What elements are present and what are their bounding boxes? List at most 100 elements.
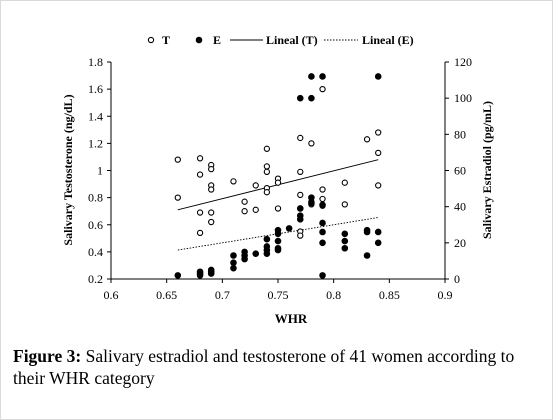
point-t [252,206,259,213]
point-e [319,272,326,279]
point-t [208,165,215,173]
figure-caption: Figure 3: Salivary estradiol and testost… [13,345,548,389]
y-left-tick-label: 0.2 [88,272,103,286]
point-t [252,182,259,189]
point-e [308,194,315,201]
point-e [285,225,293,232]
x-tick-label: 0.75 [268,288,289,302]
point-t [208,218,215,226]
point-e [341,244,349,252]
point-e [230,264,237,272]
caption-label: Figure 3: [13,346,82,366]
point-t [241,208,248,215]
point-t [319,195,326,203]
y-left-tick-label: 1.4 [88,109,103,123]
point-e [296,205,304,212]
point-e [274,246,282,254]
legend-label-lineal-t: Lineal (T) [266,33,318,47]
chart-legend: T E Lineal (T) Lineal (E) [147,33,414,47]
point-e [319,239,326,247]
trendline-e [177,217,379,251]
legend-marker-t [147,36,155,44]
point-e [241,255,248,263]
point-e [374,228,382,236]
point-e [374,73,382,80]
point-e [296,216,304,223]
y-left-tick-label: 0.8 [88,191,103,205]
point-t [375,129,382,136]
point-e [274,230,282,238]
y-right-tick-label: 60 [454,164,466,178]
point-t [196,209,204,216]
y-left-tick-label: 0.4 [88,245,103,259]
y-right-tick-label: 40 [454,200,466,214]
point-e [174,272,182,279]
point-t [174,194,181,201]
point-t [263,163,271,170]
data-points [174,73,382,279]
point-t [263,168,271,176]
point-t [297,134,304,142]
point-t [363,136,371,143]
point-t [319,186,326,193]
point-t [274,179,282,186]
legend-marker-e [195,36,203,44]
point-e [230,252,237,259]
point-e [308,94,315,102]
point-e [341,237,349,245]
point-e [296,94,304,102]
y-axis-left-label: Salivary Testosterone (ng/dL) [61,94,75,245]
point-e [363,228,371,236]
point-e [363,252,371,259]
point-t [341,201,348,208]
y-left-tick-label: 0.6 [88,218,103,232]
point-t [208,209,215,216]
point-t [174,156,181,163]
point-e [274,237,282,245]
y-left-tick-label: 1 [97,164,103,178]
y-right-tick-label: 100 [454,91,472,105]
point-t [341,179,348,186]
point-e [230,259,237,267]
y-right-tick-label: 20 [454,236,466,250]
point-t [196,171,204,178]
point-e [308,73,315,80]
point-t [319,85,326,93]
point-t [375,182,382,189]
point-t [196,155,204,162]
point-t [263,145,271,152]
point-e [207,270,215,277]
legend-label-t: T [162,33,170,47]
legend-label-lineal-e: Lineal (E) [362,33,414,47]
point-e [263,235,271,243]
x-tick-label: 0.8 [326,288,341,302]
y-right-tick-label: 0 [454,272,460,286]
point-t [297,168,304,176]
point-t [230,178,237,185]
x-tick-label: 0.7 [215,288,230,302]
point-e [263,250,271,257]
point-e [319,201,326,209]
x-tick-label: 0.85 [379,288,400,302]
y-right-tick-label: 80 [454,127,466,141]
y-left-tick-label: 1.8 [88,55,103,69]
x-tick-label: 0.9 [438,288,453,302]
point-e [319,228,326,236]
point-e [319,73,326,80]
legend-label-e: E [213,33,221,47]
y-left-tick-label: 1.6 [88,82,103,96]
point-t [297,232,304,239]
x-tick-label: 0.6 [104,288,119,302]
x-axis-label: WHR [275,311,308,326]
point-e [341,230,349,238]
point-t [263,189,271,196]
point-t [274,205,282,212]
point-t [196,229,204,237]
scatter-chart: T E Lineal (T) Lineal (E) 0.6 0.65 0.7 0.75 0.8… [61,33,494,326]
point-t [241,198,248,205]
x-tick-label: 0.65 [156,288,177,302]
y-left-tick-label: 1.2 [88,136,103,150]
point-e [319,219,326,227]
point-t [297,191,304,199]
point-t [308,140,315,147]
